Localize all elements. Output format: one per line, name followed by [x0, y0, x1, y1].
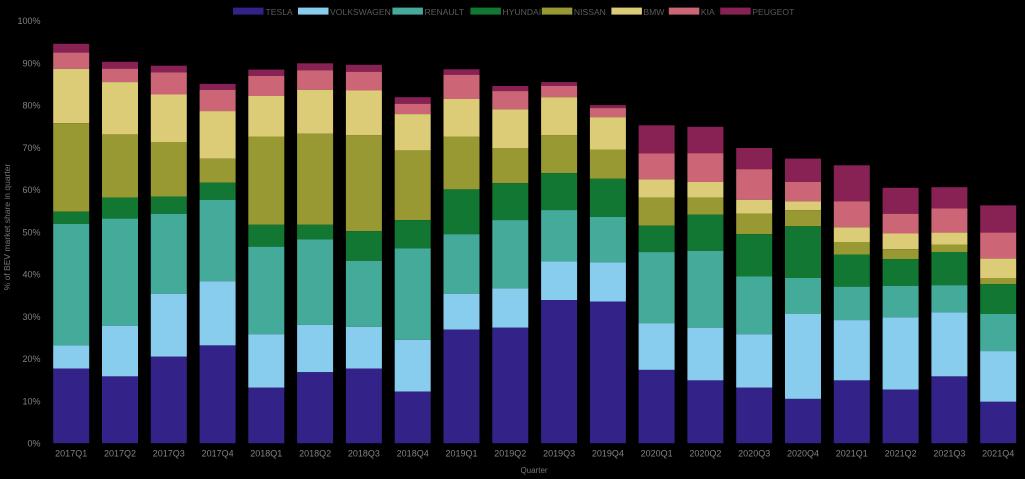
svg-text:RENAULT: RENAULT [425, 7, 465, 17]
svg-text:90%: 90% [22, 58, 40, 68]
svg-text:2017Q1: 2017Q1 [55, 449, 87, 459]
svg-text:10%: 10% [22, 396, 40, 406]
svg-text:2018Q2: 2018Q2 [299, 449, 331, 459]
svg-text:2019Q3: 2019Q3 [543, 449, 575, 459]
svg-text:Quarter: Quarter [520, 466, 547, 475]
svg-text:60%: 60% [22, 185, 40, 195]
svg-text:50%: 50% [22, 227, 40, 237]
svg-text:TESLA: TESLA [266, 7, 293, 17]
svg-text:VOLKSWAGEN: VOLKSWAGEN [330, 7, 391, 17]
svg-text:2017Q2: 2017Q2 [104, 449, 136, 459]
svg-text:30%: 30% [22, 312, 40, 322]
svg-text:2019Q4: 2019Q4 [592, 449, 624, 459]
svg-text:2021Q1: 2021Q1 [836, 449, 868, 459]
svg-text:PEUGEOT: PEUGEOT [752, 7, 795, 17]
svg-text:70%: 70% [22, 143, 40, 153]
svg-text:BMW: BMW [643, 7, 665, 17]
svg-text:2017Q4: 2017Q4 [202, 449, 234, 459]
svg-text:2020Q2: 2020Q2 [689, 449, 721, 459]
svg-text:2018Q3: 2018Q3 [348, 449, 380, 459]
svg-text:2021Q2: 2021Q2 [885, 449, 917, 459]
svg-text:80%: 80% [22, 101, 40, 111]
svg-text:2018Q1: 2018Q1 [250, 449, 282, 459]
svg-text:0%: 0% [27, 439, 40, 449]
svg-text:2021Q4: 2021Q4 [982, 449, 1014, 459]
svg-text:100%: 100% [17, 16, 40, 26]
svg-text:KIA: KIA [701, 7, 715, 17]
svg-text:40%: 40% [22, 270, 40, 280]
svg-text:2019Q1: 2019Q1 [445, 449, 477, 459]
svg-text:2020Q4: 2020Q4 [787, 449, 819, 459]
svg-text:2021Q3: 2021Q3 [933, 449, 965, 459]
svg-text:2020Q1: 2020Q1 [641, 449, 673, 459]
svg-text:2019Q2: 2019Q2 [494, 449, 526, 459]
svg-text:2017Q3: 2017Q3 [153, 449, 185, 459]
svg-text:HYUNDAI: HYUNDAI [503, 7, 542, 17]
svg-text:20%: 20% [22, 354, 40, 364]
svg-text:2018Q4: 2018Q4 [397, 449, 429, 459]
svg-text:% of BEV market share in quart: % of BEV market share in quarter [2, 164, 12, 291]
svg-text:NISSAN: NISSAN [574, 7, 606, 17]
svg-text:2020Q3: 2020Q3 [738, 449, 770, 459]
